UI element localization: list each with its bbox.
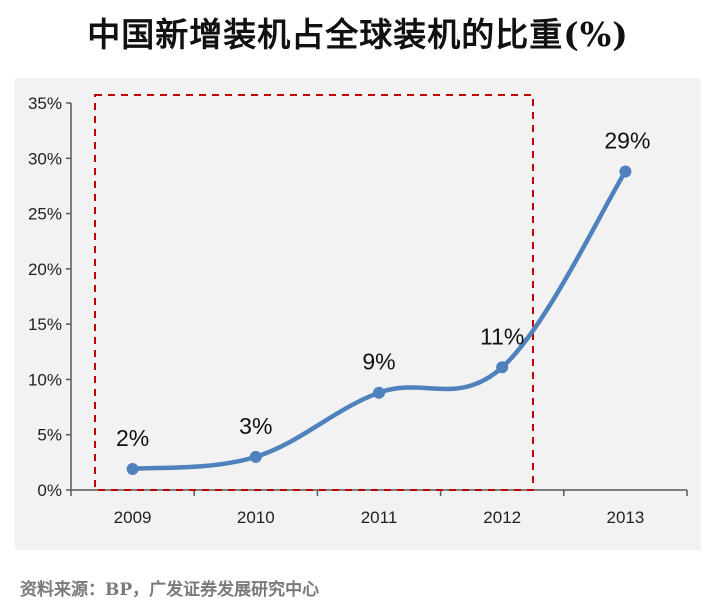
- y-tick-label: 15%: [28, 315, 62, 334]
- y-tick-label: 20%: [28, 260, 62, 279]
- chart-background: [15, 78, 701, 550]
- y-tick-label: 30%: [28, 149, 62, 168]
- y-tick-label: 0%: [37, 481, 62, 500]
- data-point: [619, 165, 632, 178]
- y-tick-label: 5%: [37, 426, 62, 445]
- y-tick-label: 25%: [28, 205, 62, 224]
- chart-area: 0% 5% 10% 15% 20% 25% 30% 35% 2009 2010 2011 2012 20…: [15, 78, 701, 550]
- data-label: 9%: [362, 349, 395, 375]
- y-tick-label: 35%: [28, 94, 62, 113]
- x-tick-label: 2013: [606, 508, 644, 527]
- source-note: 资料来源：BP，广发证券发展研究中心: [20, 580, 320, 600]
- line-chart: 0% 5% 10% 15% 20% 25% 30% 35% 2009 2010 2011 2012 20…: [15, 78, 701, 550]
- chart-title: 中国新增装机占全球装机的比重(%): [87, 15, 629, 54]
- data-label: 29%: [604, 128, 650, 154]
- series-line: [130, 169, 628, 472]
- y-tick-label: 10%: [28, 370, 62, 389]
- x-tick-label: 2011: [361, 508, 398, 527]
- data-label: 11%: [480, 323, 524, 349]
- data-point: [126, 462, 139, 475]
- x-tick-label: 2010: [237, 508, 275, 527]
- x-tick-label: 2009: [114, 508, 152, 527]
- data-point: [496, 361, 509, 374]
- x-tick-label: 2012: [483, 508, 521, 527]
- data-point: [373, 386, 385, 399]
- data-point: [249, 450, 262, 463]
- data-label: 3%: [239, 413, 272, 439]
- data-label: 2%: [116, 425, 149, 451]
